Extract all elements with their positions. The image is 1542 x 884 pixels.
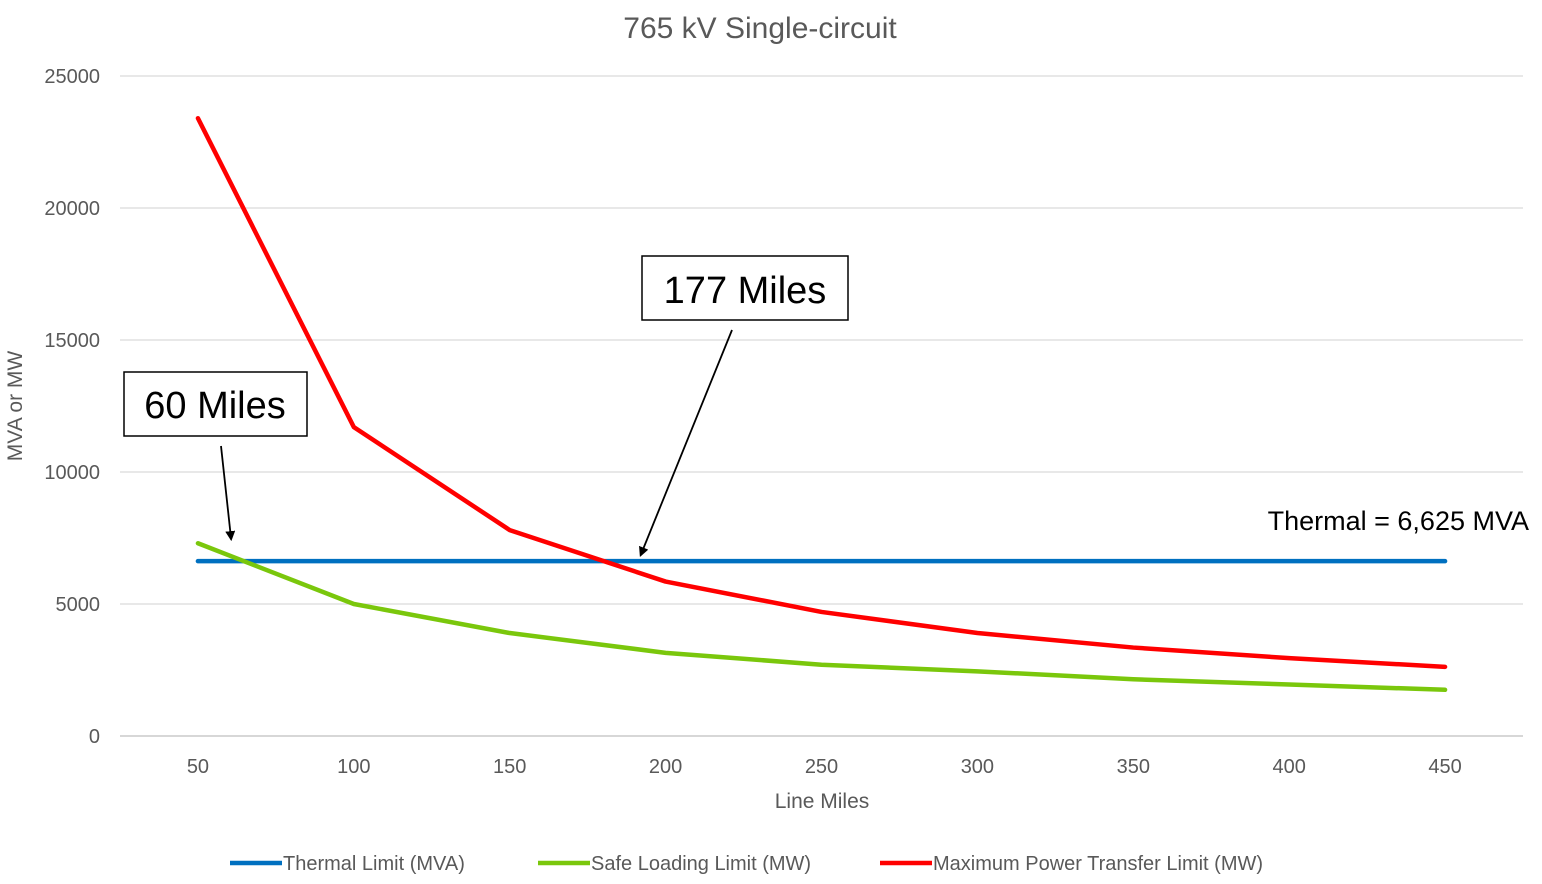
callout-177-miles-box xyxy=(641,255,849,321)
x-tick-label: 200 xyxy=(649,756,682,778)
x-tick-label: 300 xyxy=(961,756,994,778)
callout-177-miles-arrow xyxy=(639,329,733,557)
y-tick-label: 0 xyxy=(89,726,100,748)
x-tick-label: 50 xyxy=(187,756,209,778)
callout-177-miles: 177 Miles xyxy=(639,255,849,557)
legend-label: Safe Loading Limit (MW) xyxy=(591,853,811,875)
legend-label: Thermal Limit (MVA) xyxy=(283,853,465,875)
x-axis-ticks: 50 100 150 200 250 300 350 400 450 xyxy=(187,756,1462,778)
thermal-annotation: Thermal = 6,625 MVA xyxy=(1268,506,1529,536)
y-tick-label: 15000 xyxy=(44,330,100,352)
series-lines xyxy=(195,115,1448,693)
callout-60-miles-arrow xyxy=(220,445,236,542)
callout-60-miles-box xyxy=(123,371,308,437)
x-tick-label: 400 xyxy=(1272,756,1305,778)
y-tick-label: 10000 xyxy=(44,462,100,484)
x-tick-label: 250 xyxy=(805,756,838,778)
callout-60-miles-label: 60 Miles xyxy=(144,385,286,427)
x-tick-label: 100 xyxy=(337,756,370,778)
y-tick-label: 5000 xyxy=(56,594,101,616)
x-axis-label: Line Miles xyxy=(775,790,870,813)
y-axis-label: MVA or MW xyxy=(4,351,27,462)
gridlines xyxy=(120,75,1523,737)
callout-60-miles: 60 Miles xyxy=(123,371,308,542)
y-tick-label: 20000 xyxy=(44,198,100,220)
legend-label: Maximum Power Transfer Limit (MW) xyxy=(933,853,1263,875)
legend: Thermal Limit (MVA) Safe Loading Limit (M… xyxy=(230,853,1263,875)
x-tick-label: 150 xyxy=(493,756,526,778)
series-line-2 xyxy=(195,541,1448,693)
y-axis-ticks: 0 5000 10000 15000 20000 25000 xyxy=(44,66,100,748)
series-line-3 xyxy=(195,115,1448,670)
chart-title: 765 kV Single-circuit xyxy=(623,12,897,45)
x-tick-label: 350 xyxy=(1117,756,1150,778)
y-tick-label: 25000 xyxy=(44,66,100,88)
callout-177-miles-label: 177 Miles xyxy=(664,270,827,312)
x-tick-label: 450 xyxy=(1428,756,1461,778)
